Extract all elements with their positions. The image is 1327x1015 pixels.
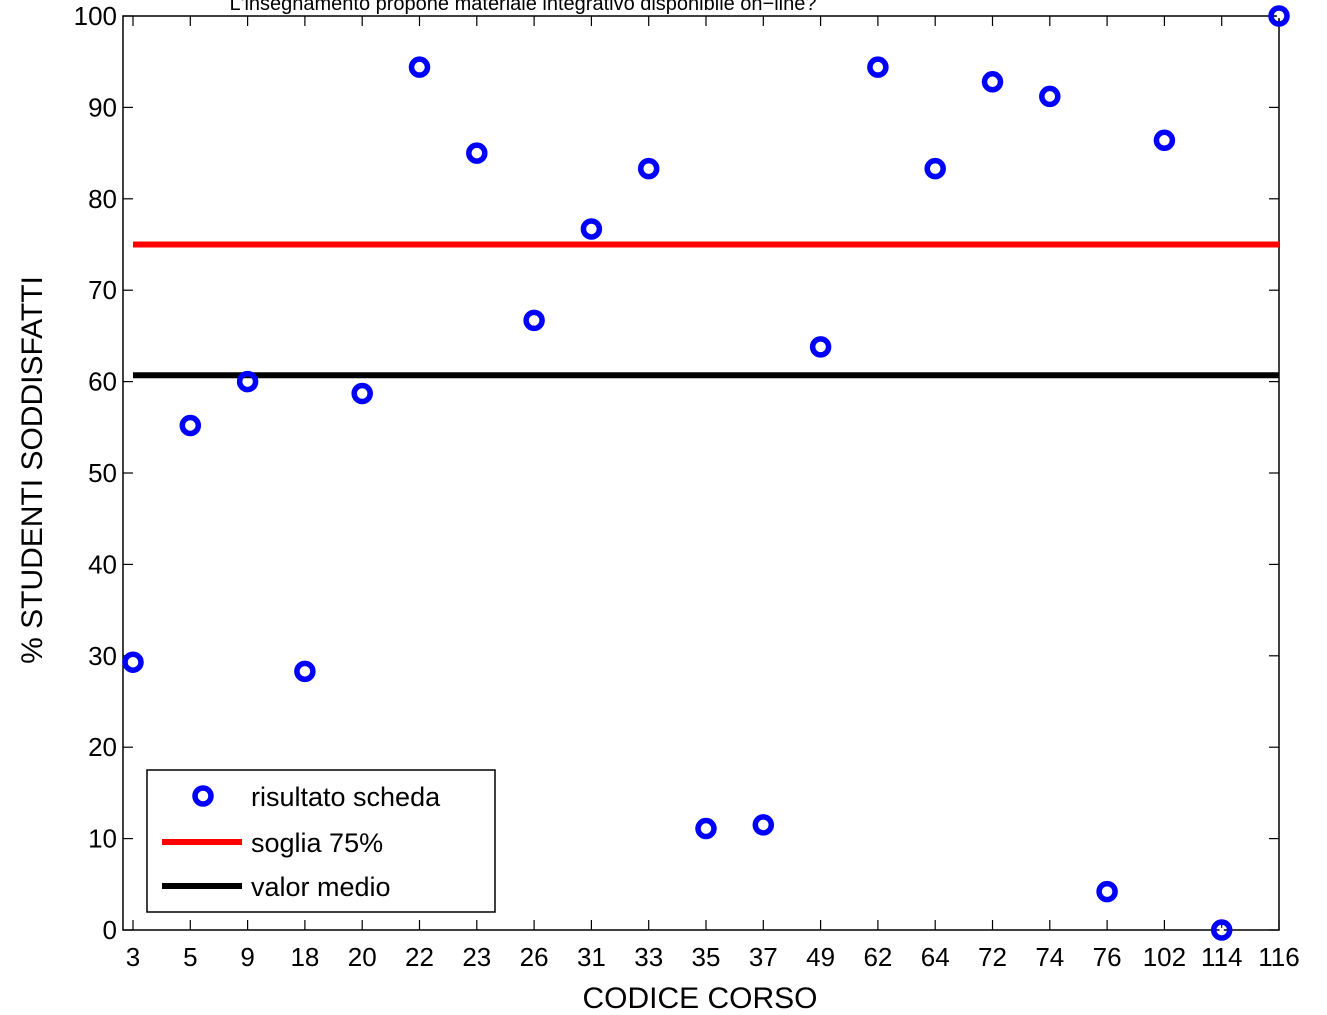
data-point: [122, 651, 144, 673]
x-tick-label: 102: [1143, 942, 1186, 972]
x-tick-label: 116: [1258, 942, 1299, 972]
data-point: [1039, 85, 1061, 108]
x-tick-label: 76: [1093, 942, 1122, 972]
x-tick-label: 20: [348, 942, 377, 972]
y-tick-label: 90: [88, 92, 117, 122]
data-point: [351, 382, 373, 405]
data-point-center: [531, 318, 537, 323]
data-point-center: [1104, 889, 1110, 894]
data-points: [122, 5, 1290, 941]
data-point: [408, 56, 431, 78]
data-point: [1268, 5, 1290, 27]
legend-entry-risultato-scheda: risultato scheda: [251, 782, 441, 812]
x-axis-label: CODICE CORSO: [582, 982, 817, 1015]
legend: risultato scheda soglia 75% valor medio: [146, 769, 496, 913]
data-point: [179, 414, 202, 437]
legend-marker-center: [200, 793, 206, 799]
x-tick-label: 49: [806, 942, 835, 972]
x-tick-label: 26: [520, 942, 549, 972]
data-point: [294, 660, 316, 683]
data-point-center: [360, 391, 365, 396]
x-tick-label: 18: [290, 942, 319, 972]
x-tick-label: 23: [462, 942, 491, 972]
data-point-center: [245, 379, 250, 384]
data-point-center: [302, 669, 308, 674]
x-tick-label: 64: [921, 942, 950, 972]
data-point-center: [1219, 927, 1224, 933]
data-point-center: [417, 64, 422, 70]
data-point: [981, 71, 1004, 93]
y-tick-label: 0: [103, 915, 117, 945]
y-tick-label: 40: [88, 549, 117, 579]
y-tick-label: 30: [88, 641, 117, 671]
data-point-center: [875, 64, 881, 70]
legend-entry-valor-medio: valor medio: [251, 872, 391, 902]
y-tick-label: 60: [88, 367, 117, 397]
x-tick-label: 37: [749, 942, 778, 972]
data-point-center: [589, 226, 594, 232]
x-tick-label: 3: [126, 942, 140, 972]
y-tick-label: 80: [88, 184, 117, 214]
data-point-center: [1047, 94, 1053, 99]
y-tick-label: 50: [88, 458, 117, 488]
data-point-center: [1162, 138, 1167, 143]
data-point: [580, 218, 603, 240]
x-tick-label: 74: [1035, 942, 1064, 972]
data-point: [752, 814, 775, 836]
data-point-center: [646, 166, 651, 171]
data-point-center: [474, 150, 479, 156]
y-axis-label: % STUDENTI SODDISFATTI: [16, 276, 49, 664]
x-tick-label: 5: [183, 942, 197, 972]
data-point: [1096, 880, 1118, 903]
data-point: [236, 370, 259, 393]
data-point: [695, 817, 717, 840]
y-tick-label: 70: [88, 275, 117, 305]
x-tick-label: 35: [692, 942, 721, 972]
y-tick-label: 10: [88, 824, 117, 854]
data-point-center: [761, 822, 766, 828]
x-tick-label: 33: [634, 942, 663, 972]
legend-entry-soglia: soglia 75%: [251, 828, 383, 858]
data-point-center: [933, 166, 938, 171]
y-tick-label: 20: [88, 732, 117, 762]
data-point-center: [818, 344, 823, 350]
x-tick-label: 22: [405, 942, 434, 972]
reference-lines: [133, 241, 1279, 379]
data-point: [1153, 129, 1176, 152]
data-point: [867, 56, 889, 78]
data-point: [637, 157, 660, 180]
data-point-center: [703, 826, 709, 831]
data-point-center: [990, 79, 995, 85]
data-point-center: [188, 423, 193, 428]
chart-title: L'insegnamento propone materiale integra…: [230, 0, 817, 15]
data-point: [466, 142, 488, 164]
data-point-center: [130, 659, 136, 665]
data-point: [1210, 919, 1233, 941]
x-tick-label: 114: [1201, 942, 1242, 972]
x-tick-label: 9: [240, 942, 254, 972]
data-point: [924, 157, 946, 180]
x-tick-label: 31: [577, 942, 606, 972]
data-point: [523, 309, 545, 332]
x-tick-label: 62: [863, 942, 892, 972]
data-point: [809, 336, 832, 358]
legend-marker-risultato-scheda: [192, 785, 214, 807]
x-tick-label: 72: [978, 942, 1007, 972]
y-tick-label: 100: [74, 1, 117, 31]
data-point-center: [1276, 13, 1282, 19]
